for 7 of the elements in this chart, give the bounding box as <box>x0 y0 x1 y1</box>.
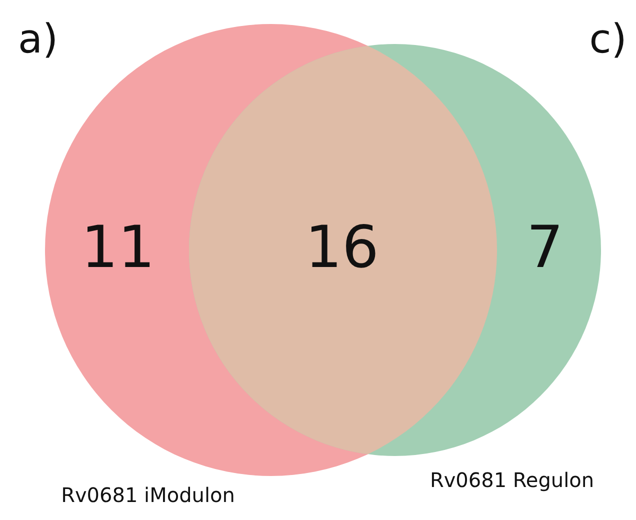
data-label: 11 <box>81 213 155 282</box>
text: a) <box>18 16 58 62</box>
data-label: 16 <box>305 213 379 282</box>
category-label: Rv0681 Regulon <box>430 468 594 492</box>
category-label: Rv0681 iModulon <box>61 483 235 508</box>
text: c) <box>589 16 627 62</box>
data-label: 7 <box>526 213 564 282</box>
